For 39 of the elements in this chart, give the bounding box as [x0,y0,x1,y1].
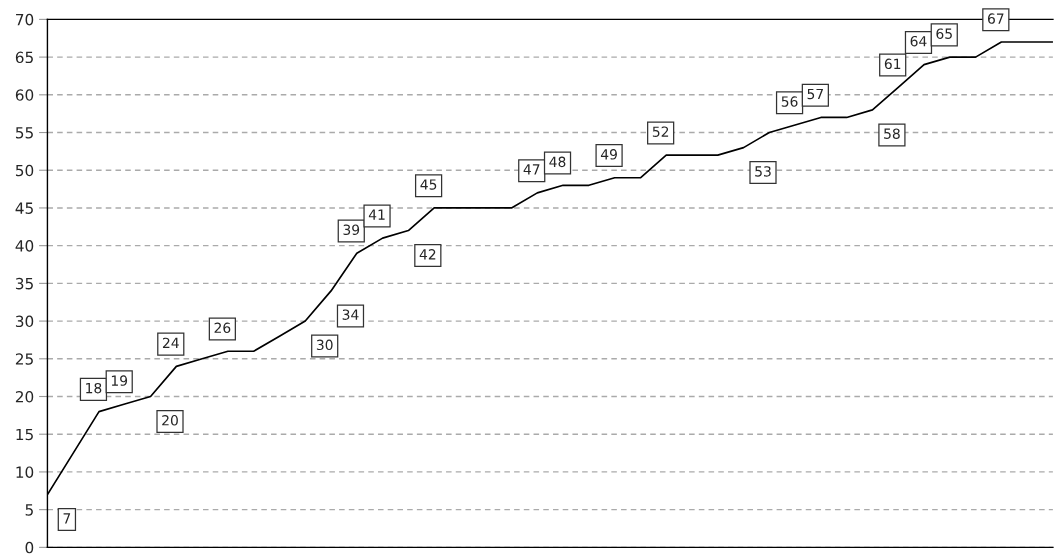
data-label: 41 [368,209,385,220]
data-label: 57 [807,88,823,100]
data-label: 42 [419,249,436,260]
y-tick-label: 65 [15,51,33,64]
data-label: 45 [420,179,437,190]
data-label: 24 [162,337,179,348]
data-label: 26 [214,322,231,334]
data-label: 53 [755,166,771,177]
data-label: 34 [342,309,359,320]
y-tick-label: 15 [16,428,33,441]
y-tick-label: 55 [15,127,33,139]
data-label: 56 [781,96,798,107]
y-tick-label: 20 [15,390,34,403]
y-tick-label: 70 [16,13,34,26]
data-label: 67 [987,13,1004,24]
y-tick-label: 30 [15,315,34,328]
y-tick-label: 10 [16,466,34,478]
y-tick-label: 45 [15,202,33,214]
y-tick-label: 5 [25,504,33,516]
data-label: 19 [111,375,128,386]
data-label: 61 [884,58,901,70]
data-label: 49 [600,149,617,160]
data-label: 58 [884,128,900,139]
data-label: 20 [162,415,178,426]
y-tick-label: 35 [15,277,33,290]
data-label: 7 [63,513,71,524]
y-tick-label: 60 [15,89,34,101]
data-label: 39 [343,224,360,236]
data-label: 30 [316,339,333,351]
y-tick-label: 0 [25,541,34,554]
data-label: 65 [936,28,952,39]
data-label: 47 [523,164,540,175]
data-label: 48 [549,156,566,168]
y-tick-label: 50 [15,164,34,177]
y-tick-label: 25 [15,353,33,365]
y-tick-label: 40 [15,240,34,252]
data-label: 18 [86,382,102,394]
data-label: 64 [910,35,927,47]
data-label: 52 [652,126,669,137]
